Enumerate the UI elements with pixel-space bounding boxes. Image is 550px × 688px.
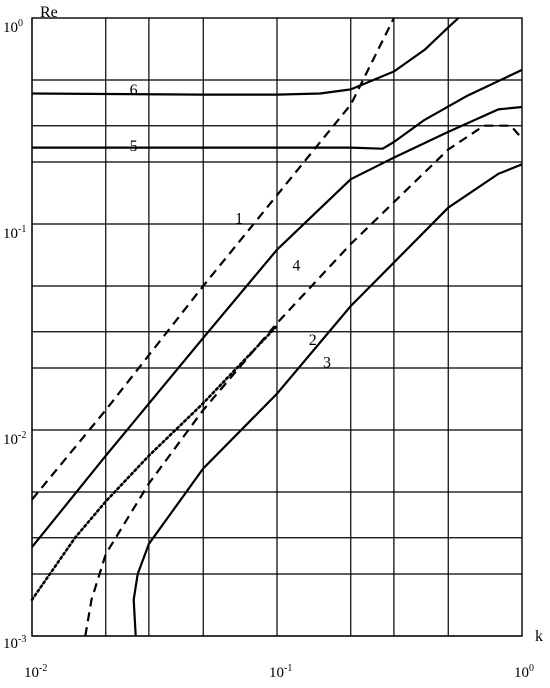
x-tick-label: 10-2: [24, 663, 47, 681]
series-line-3: [30, 324, 279, 601]
x-tick-label: 10-1: [269, 663, 292, 681]
x-axis-label: k: [535, 628, 543, 645]
series-line-2: [84, 124, 523, 637]
series-layer: [30, 17, 523, 637]
axes: Re k 10-2 10-1 100 10-3 10-2 10-1 100: [3, 4, 543, 681]
series-label-4: 3: [323, 354, 331, 371]
series-label-6: 5: [130, 138, 138, 155]
series-line-4: [132, 163, 523, 637]
y-tick-label: 10-3: [3, 634, 26, 652]
series-line-1: [31, 17, 395, 501]
series-line-5: [31, 105, 523, 548]
y-tick-label: 100: [3, 18, 23, 36]
y-axis-label: Re: [40, 4, 58, 21]
y-tick-label: 10-2: [3, 430, 26, 448]
plot-frame: [31, 17, 523, 637]
series-label-7: 6: [130, 82, 138, 99]
series-label-2: 2: [309, 332, 317, 349]
series-label-5: 4: [292, 257, 300, 274]
x-tick-label: 100: [514, 663, 534, 681]
series-line-6: [32, 68, 523, 150]
y-tick-label: 10-1: [3, 224, 26, 242]
series-label-1: 1: [235, 210, 243, 227]
series-line-7: [31, 17, 460, 96]
